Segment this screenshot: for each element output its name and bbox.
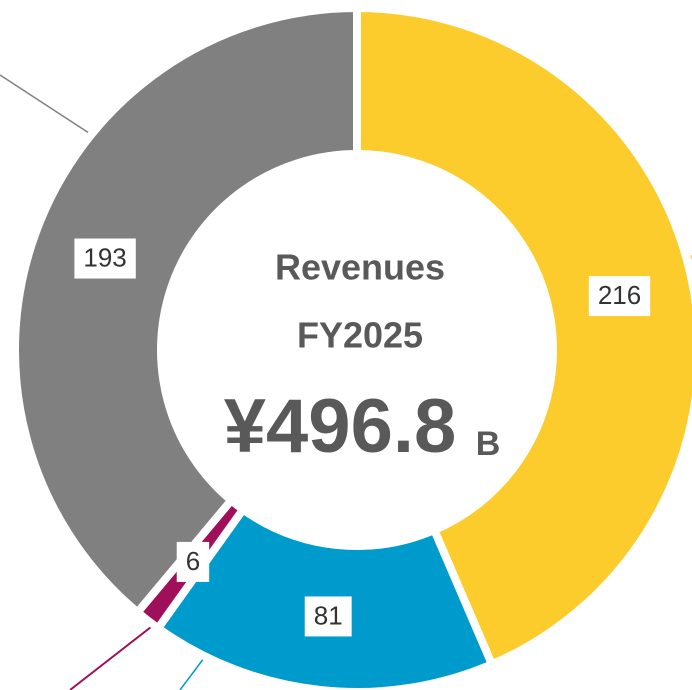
- center-title: FY2025: [297, 315, 423, 356]
- data-label-box: [588, 276, 651, 317]
- donut-segment: [353, 3, 692, 670]
- donut-segment: [11, 3, 361, 618]
- center-unit: B: [476, 425, 501, 463]
- data-label: 81: [314, 600, 343, 630]
- leader-line: [69, 619, 161, 690]
- data-label-box: [74, 238, 136, 279]
- center-title: Revenues: [275, 247, 445, 288]
- segments: [11, 3, 692, 690]
- data-label: 216: [598, 280, 641, 310]
- data-label: 193: [83, 242, 126, 272]
- data-label-box: [176, 541, 210, 582]
- data-label-box: [304, 596, 352, 637]
- center-value: ¥496.8: [224, 384, 456, 469]
- labels: 216 81 6 193: [74, 238, 651, 637]
- data-label: 6: [186, 546, 200, 576]
- leader-line: [0, 74, 93, 136]
